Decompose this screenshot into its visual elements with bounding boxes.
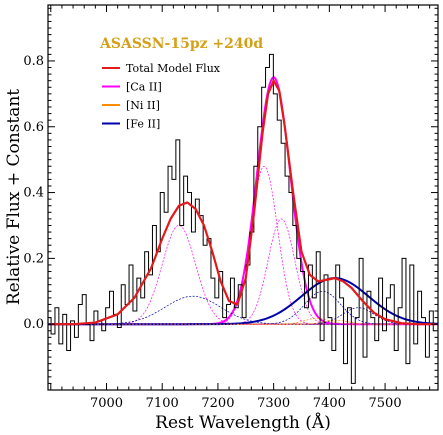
tick-labels: 7000 7100 7200 7300 7400 7500 0.0 0.2 0.4 0.6 0.8 [23, 54, 401, 411]
chart-annotation: ASASSN-15pz +240d [99, 36, 263, 52]
x-tick-label: 7200 [201, 396, 234, 411]
x-axis-label: Rest Wavelength (Å) [155, 412, 331, 433]
x-tick-label: 7000 [90, 396, 123, 411]
legend-label: [Fe II] [126, 118, 160, 131]
y-tick-label: 0.6 [23, 120, 44, 135]
plot-area [48, 53, 438, 384]
legend-label: Total Model Flux [126, 62, 221, 75]
total-model-line [50, 79, 436, 326]
observed-spectrum-line [49, 53, 436, 384]
y-tick-label: 0.8 [23, 54, 44, 69]
x-tick-label: 7500 [369, 396, 402, 411]
plot-frame [47, 4, 439, 391]
y-axis-label: Relative Flux + Constant [4, 89, 24, 305]
x-tick-label: 7400 [313, 396, 346, 411]
legend-label: [Ca II] [126, 81, 162, 94]
y-tick-label: 0.4 [23, 186, 44, 201]
component-curve-ni-10 [48, 319, 438, 325]
y-tick-label: 0.0 [23, 317, 44, 332]
y-tick-label: 0.2 [23, 251, 44, 266]
x-tick-label: 7300 [257, 396, 290, 411]
legend-label: [Ni II] [126, 99, 160, 112]
axis-ticks [48, 5, 438, 390]
legend: Total Model Flux [Ca II] [Ni II] [Fe II] [102, 62, 221, 131]
x-tick-label: 7100 [146, 396, 179, 411]
